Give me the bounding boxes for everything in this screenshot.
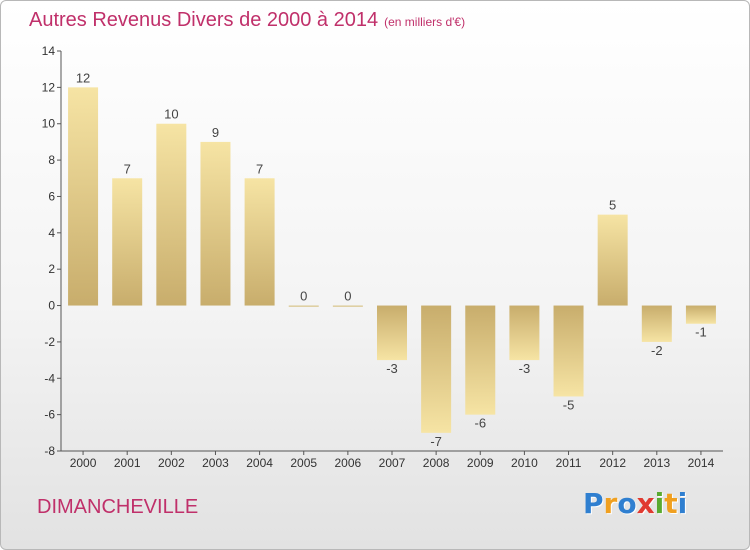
x-tick-label: 2011 [556, 456, 582, 470]
logo-letter: t [664, 487, 678, 520]
bar-2010 [509, 305, 540, 361]
data-labels-group: 12 7 10 9 7 0 0 -3 -7 -6 -3 -5 5 -2 -1 [76, 70, 707, 448]
y-tick-label: -2 [44, 335, 55, 349]
x-tick-label: 2013 [643, 456, 670, 470]
y-tick-label: 0 [48, 299, 55, 313]
data-label-2006: 0 [344, 289, 351, 304]
logo-letter: i [677, 487, 688, 520]
bar-2011 [553, 305, 584, 397]
bar-2004 [244, 178, 275, 306]
x-tick-label: 2009 [467, 456, 494, 470]
logo-letter: r [603, 487, 618, 520]
data-label-2007: -3 [386, 361, 398, 376]
y-tick-label: 14 [42, 44, 56, 58]
bars-group [68, 87, 716, 433]
data-label-2008: -7 [430, 434, 442, 449]
logo-letter: x [636, 487, 655, 520]
data-label-2004: 7 [256, 161, 263, 176]
logo-letter: o [617, 487, 637, 520]
proxiti-logo[interactable]: Proxiti [583, 487, 687, 520]
x-tick-label: 2002 [158, 456, 185, 470]
chart-title-block: Autres Revenus Divers de 2000 à 2014 (en … [29, 9, 465, 32]
x-tick-label: 2008 [423, 456, 450, 470]
x-tick-label: 2007 [379, 456, 406, 470]
data-label-2003: 9 [212, 125, 219, 140]
y-tick-label: 4 [48, 226, 55, 240]
bar-2003 [200, 141, 231, 306]
data-label-2009: -6 [474, 416, 486, 431]
commune-name: DIMANCHEVILLE [37, 496, 199, 518]
y-tick-label: -4 [44, 371, 55, 385]
data-label-2001: 7 [124, 161, 131, 176]
logo-letter: P [583, 487, 604, 520]
bar-2007 [377, 305, 407, 361]
x-tick-label: 2005 [290, 456, 317, 470]
bar-2005 [288, 305, 319, 307]
bar-2002 [156, 123, 187, 306]
y-tick-label: 6 [48, 189, 55, 203]
bar-2006 [332, 305, 363, 307]
logo-letter: i [654, 487, 665, 520]
data-label-2011: -5 [563, 397, 575, 412]
bar-2014 [685, 305, 716, 324]
x-tick-label: 2012 [599, 456, 626, 470]
data-label-2010: -3 [519, 361, 531, 376]
data-label-2013: -2 [651, 343, 663, 358]
data-label-2012: 5 [609, 198, 616, 213]
bar-2000 [68, 87, 99, 306]
y-tick-label: 10 [42, 117, 56, 131]
x-tick-label: 2004 [246, 456, 273, 470]
x-tick-label: 2000 [70, 456, 97, 470]
data-label-2005: 0 [300, 289, 307, 304]
x-tick-label: 2001 [114, 456, 141, 470]
x-tick-label: 2010 [511, 456, 538, 470]
data-label-2014: -1 [695, 325, 707, 340]
bar-2012 [597, 214, 628, 306]
bar-2009 [465, 305, 496, 415]
y-tick-label: 12 [42, 80, 56, 94]
bar-2008 [421, 305, 452, 433]
x-tick-label: 2014 [688, 456, 715, 470]
y-tick-label: 2 [48, 262, 55, 276]
data-label-2002: 10 [164, 107, 178, 122]
chart-subtitle: (en milliers d'€) [384, 15, 466, 29]
axes-group: 14 12 10 8 6 4 2 0 -2 -4 -6 -8 2000 2001 2002 2003 2004 2… [42, 44, 723, 470]
x-tick-label: 2006 [335, 456, 362, 470]
y-tick-label: -8 [44, 444, 55, 458]
x-tick-label: 2003 [202, 456, 229, 470]
y-tick-label: 8 [48, 153, 55, 167]
bar-2013 [641, 305, 672, 342]
bar-2001 [112, 178, 143, 306]
chart-title: Autres Revenus Divers de 2000 à 2014 [29, 9, 379, 31]
data-label-2000: 12 [76, 70, 90, 85]
y-tick-label: -6 [44, 408, 55, 422]
